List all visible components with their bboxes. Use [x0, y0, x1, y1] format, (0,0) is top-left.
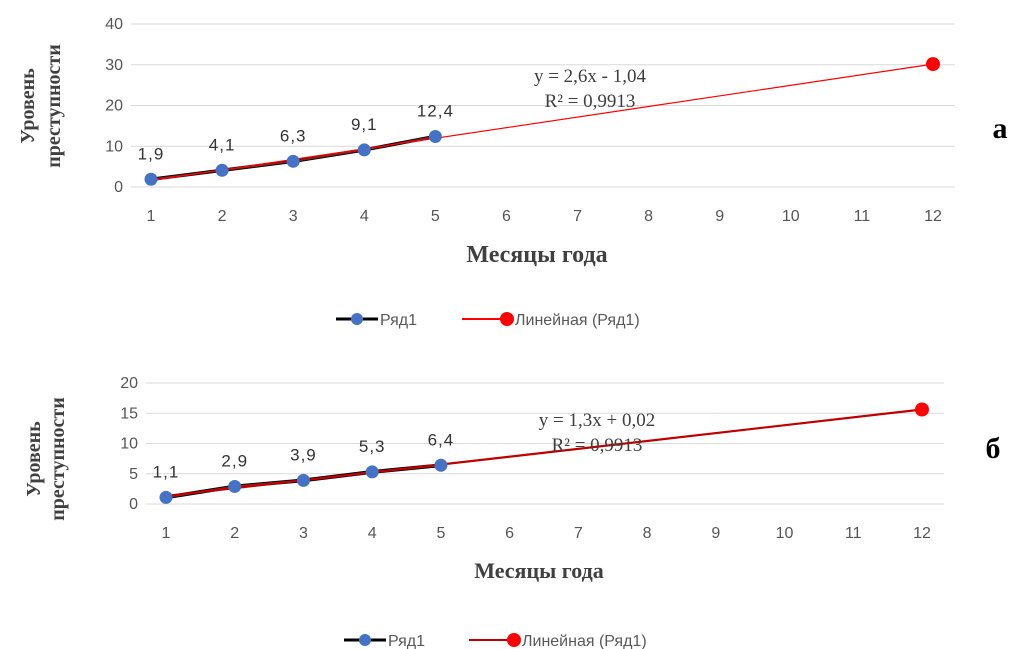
x-tick-label: 11: [845, 525, 862, 542]
x-tick-label: 3: [299, 525, 308, 542]
trendline: [150, 63, 934, 182]
y-tick-label: 20: [105, 98, 123, 115]
trendline-equation: y = 2,6x - 1,04: [534, 66, 647, 87]
x-tick-label: 7: [574, 525, 583, 542]
legend-trend-label: Линейная (Ряд1): [522, 633, 647, 649]
x-tick-label: 6: [505, 525, 514, 542]
x-tick-label: 8: [643, 525, 652, 542]
data-point: [215, 163, 229, 177]
x-tick-label: 12: [913, 525, 931, 542]
x-tick-label: 12: [924, 208, 942, 225]
data-point: [357, 143, 371, 157]
x-tick-label: 4: [360, 208, 369, 225]
y-tick-label: 20: [120, 375, 138, 392]
data-point: [228, 479, 242, 493]
x-tick-label: 7: [573, 208, 582, 225]
x-tick-label: 10: [776, 525, 794, 542]
y-tick-label: 40: [105, 16, 123, 33]
data-point: [434, 458, 448, 472]
y-axis-title-line2: преступности: [47, 397, 69, 520]
x-tick-label: 9: [711, 525, 720, 542]
x-tick-label: 4: [368, 525, 377, 542]
x-tick-label: 2: [218, 208, 227, 225]
x-tick-label: 10: [782, 208, 800, 225]
data-label: 12,4: [417, 101, 454, 120]
trendline-equation: y = 1,3x + 0,02: [539, 410, 655, 431]
legend-series-marker: [359, 634, 371, 646]
data-point: [428, 129, 442, 143]
panel-letter: а: [993, 112, 1008, 145]
trendline: [165, 408, 923, 498]
data-label: 1,1: [153, 462, 180, 481]
x-tick-label: 6: [502, 208, 511, 225]
y-axis-title-line1: Уровень: [17, 68, 39, 144]
x-tick-label: 3: [289, 208, 298, 225]
data-label: 6,3: [280, 126, 307, 145]
data-point: [365, 465, 379, 479]
data-label: 5,3: [359, 437, 386, 456]
y-tick-label: 0: [129, 496, 138, 513]
trendline-end-point: [915, 402, 929, 417]
y-axis-title-line1: Уровень: [23, 421, 45, 497]
trendline-end-point: [926, 57, 940, 72]
data-point: [144, 172, 158, 186]
legend: Ряд1 Линейная (Ряд1): [344, 633, 647, 649]
legend-series-marker: [351, 313, 363, 325]
y-tick-label: 15: [120, 405, 138, 422]
y-axis-title-line2: преступности: [43, 44, 65, 167]
legend-series-label: Ряд1: [380, 312, 417, 329]
x-axis-title: Месяцы года: [466, 242, 607, 268]
x-tick-label: 1: [162, 525, 171, 542]
y-tick-label: 10: [105, 138, 123, 155]
legend-trend-label: Линейная (Ряд1): [515, 312, 640, 329]
data-label: 1,9: [138, 144, 165, 163]
y-tick-label: 30: [105, 57, 123, 74]
x-tick-label: 9: [715, 208, 724, 225]
panel-letter: б: [986, 432, 1001, 465]
trendline-r2: R² = 0,9913: [545, 91, 636, 112]
x-tick-label: 5: [431, 208, 440, 225]
x-tick-label: 2: [230, 525, 239, 542]
legend: Ряд1 Линейная (Ряд1): [336, 312, 640, 329]
data-point: [159, 490, 173, 504]
y-tick-label: 0: [114, 179, 123, 196]
data-label: 2,9: [221, 451, 248, 470]
data-point: [286, 154, 300, 168]
x-tick-label: 8: [644, 208, 653, 225]
data-label: 6,4: [428, 430, 455, 449]
data-label: 9,1: [351, 115, 378, 134]
trendline-r2: R² = 0,9913: [552, 435, 643, 456]
data-label: 4,1: [209, 135, 236, 154]
legend-trend-marker: [507, 633, 521, 647]
x-tick-label: 11: [854, 208, 871, 225]
legend-series-label: Ряд1: [388, 633, 425, 649]
y-tick-label: 5: [129, 466, 138, 483]
legend-trend-marker: [500, 312, 514, 326]
x-tick-label: 5: [436, 525, 445, 542]
data-point: [296, 473, 310, 487]
x-axis-title: Месяцы года: [474, 558, 603, 583]
x-tick-label: 1: [147, 208, 156, 225]
y-tick-label: 10: [120, 436, 138, 453]
data-label: 3,9: [290, 445, 317, 464]
